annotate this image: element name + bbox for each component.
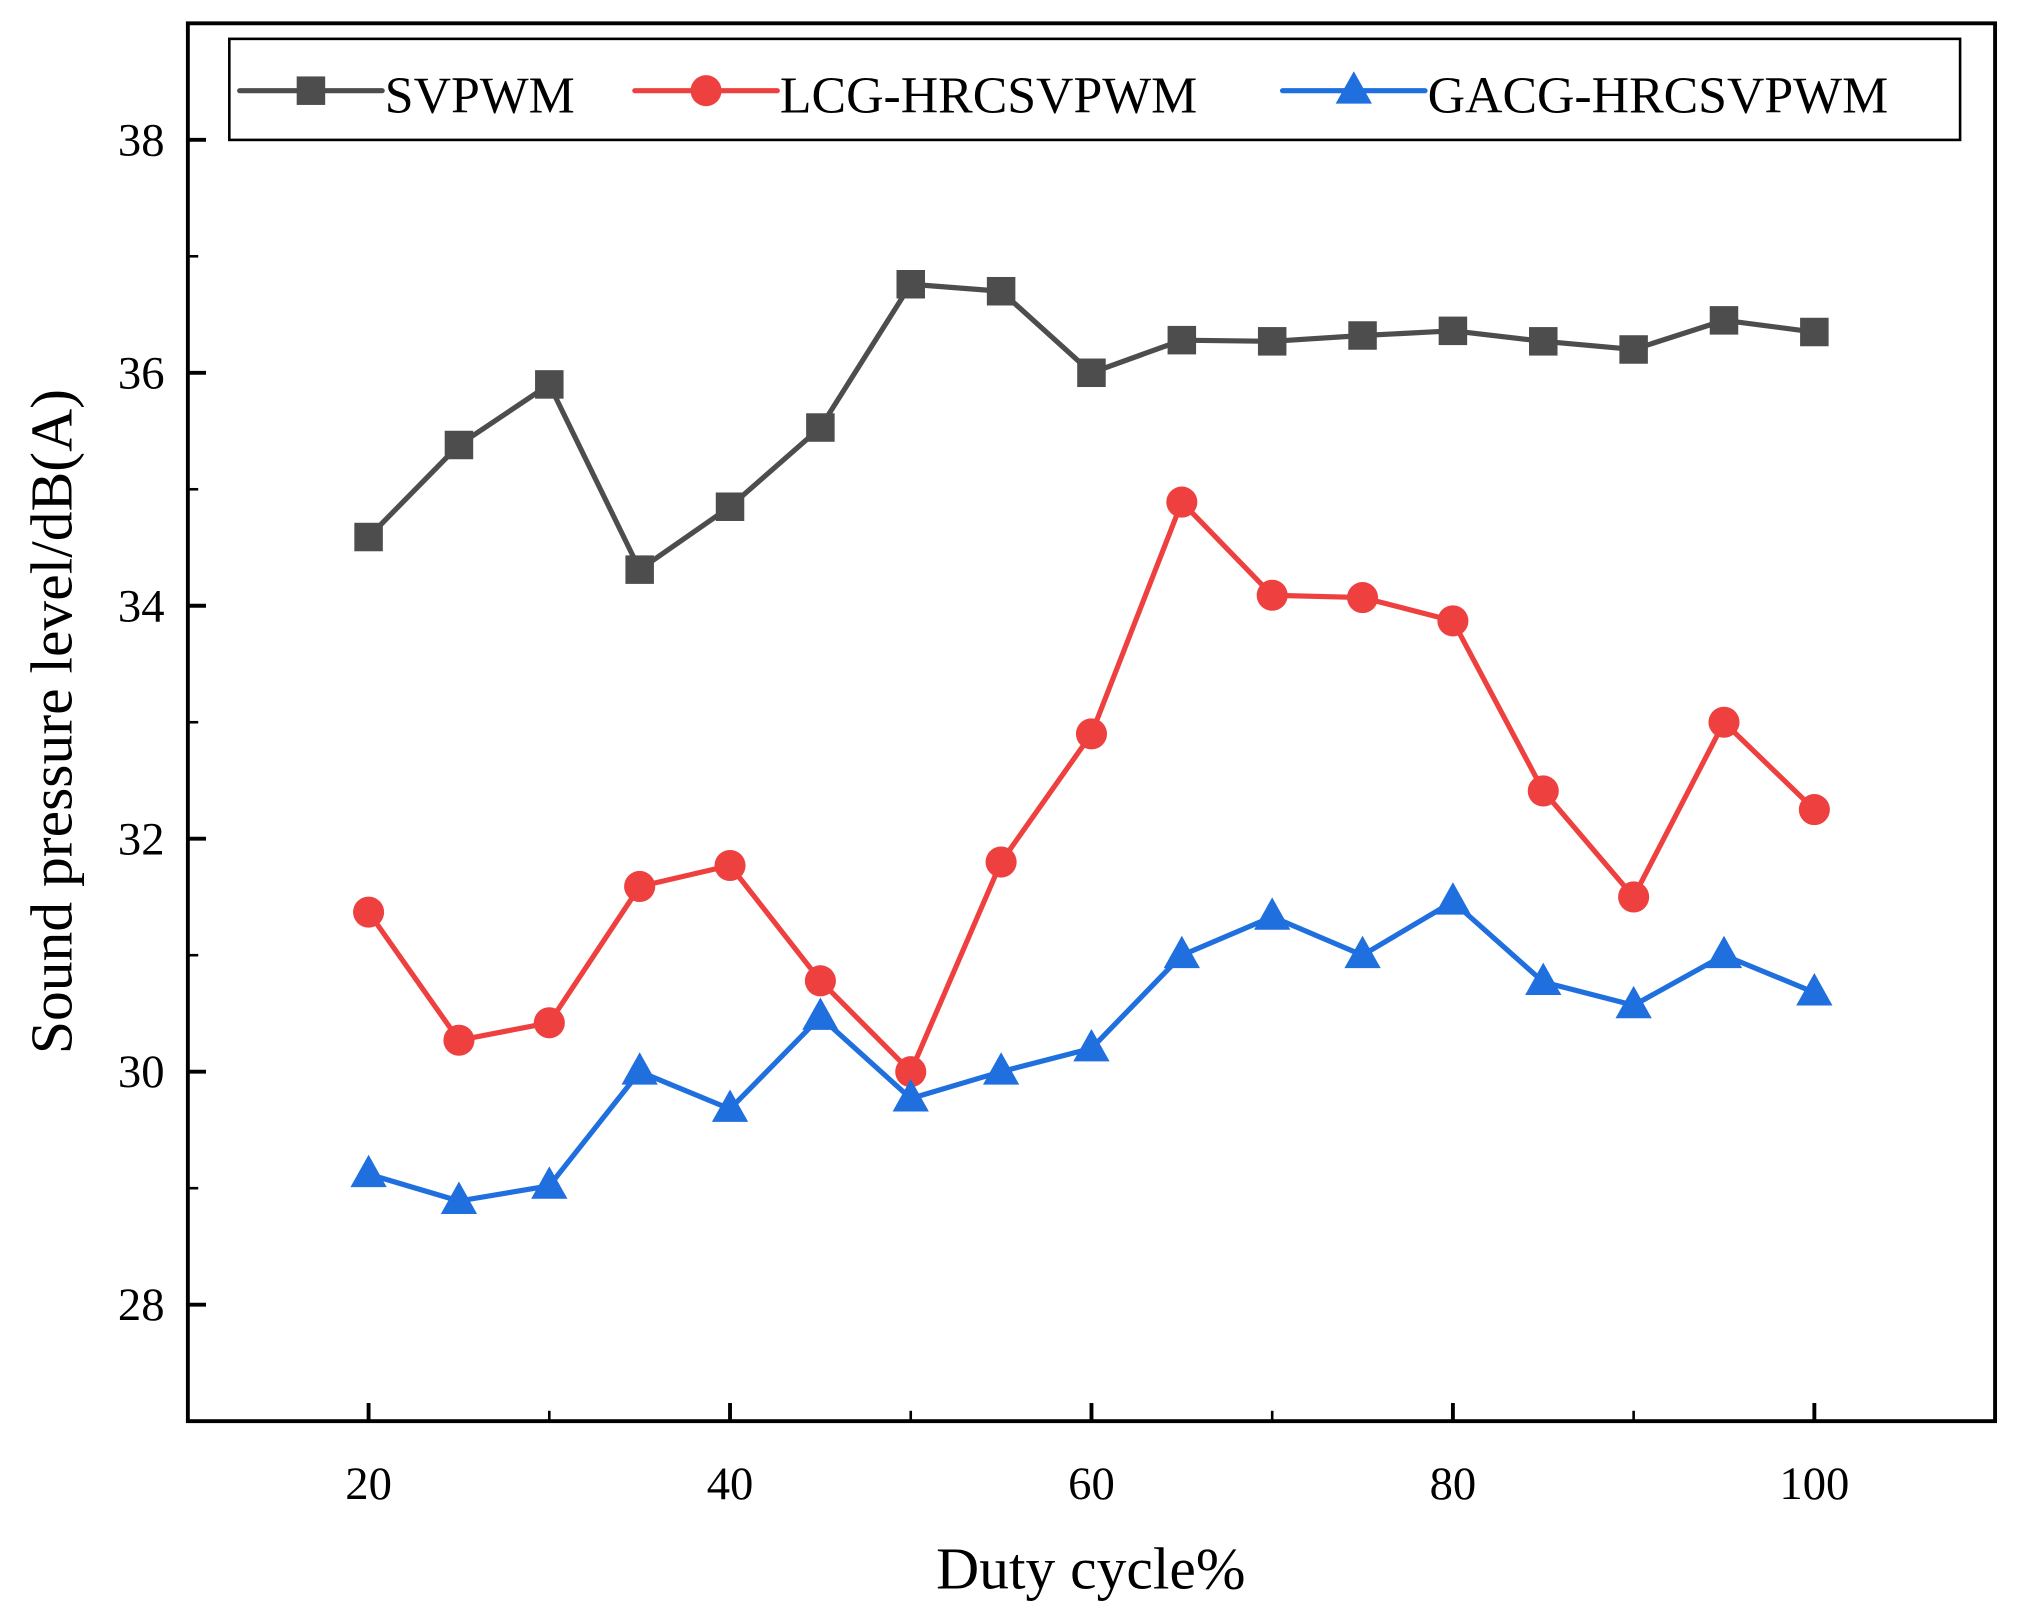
- data-point: [1708, 706, 1740, 738]
- y-tick-label: 38: [118, 114, 165, 166]
- y-tick-label: 32: [118, 813, 165, 865]
- data-point: [1073, 1028, 1110, 1062]
- legend-marker: [690, 75, 722, 107]
- y-axis-label: Sound pressure level/dB(A): [18, 389, 84, 1054]
- data-point: [444, 430, 474, 460]
- data-point: [353, 896, 385, 928]
- data-point: [625, 555, 654, 584]
- legend-label: SVPWM: [385, 68, 575, 125]
- data-point: [1434, 882, 1472, 915]
- data-point: [982, 1052, 1020, 1085]
- data-point: [1800, 317, 1829, 347]
- legend-item: LCG-HRCSVPWM: [632, 68, 1197, 125]
- x-tick-label: 40: [707, 1458, 754, 1510]
- data-point: [1348, 321, 1377, 350]
- data-point: [533, 1007, 565, 1039]
- legend-marker: [296, 76, 326, 105]
- data-point: [806, 413, 835, 442]
- data-point: [1437, 605, 1469, 637]
- data-point: [535, 370, 564, 399]
- data-point: [1525, 962, 1562, 995]
- data-point: [1167, 325, 1197, 355]
- data-point: [1344, 935, 1381, 969]
- series-svpwm: [354, 269, 1829, 584]
- y-tick-label: 28: [118, 1279, 165, 1331]
- series-gacg-hrcsvpwm: [350, 882, 1833, 1214]
- data-point: [1798, 794, 1830, 826]
- data-point: [621, 1052, 658, 1085]
- data-point: [804, 965, 836, 997]
- legend-label: GACG-HRCSVPWM: [1428, 68, 1888, 125]
- series-lcg-hrcsvpwm: [353, 486, 1830, 1088]
- data-point: [1705, 935, 1743, 969]
- x-tick-label: 80: [1430, 1458, 1477, 1510]
- legend: SVPWM LCG-HRCSVPWM GACG-HRCSVPWM: [228, 37, 1962, 142]
- y-tick-label: 30: [118, 1046, 165, 1098]
- data-point: [624, 870, 656, 903]
- legend-item: SVPWM: [237, 68, 575, 125]
- data-point: [531, 1166, 568, 1199]
- data-point: [1254, 897, 1291, 930]
- data-point: [714, 849, 746, 882]
- data-point: [1075, 718, 1108, 750]
- data-point: [895, 1056, 927, 1088]
- data-point: [892, 1079, 929, 1112]
- data-point: [1163, 935, 1200, 969]
- data-point: [985, 846, 1017, 878]
- data-point: [354, 522, 383, 552]
- x-tick-label: 20: [345, 1458, 392, 1510]
- data-point: [1615, 985, 1652, 1019]
- x-axis-label: Duty cycle%: [936, 1535, 1245, 1601]
- data-point: [986, 276, 1016, 306]
- plot-marks: [350, 269, 1833, 1214]
- data-point: [1709, 306, 1739, 335]
- data-point: [802, 997, 839, 1030]
- series-line: [366, 499, 1817, 1075]
- y-tick-label: 36: [118, 347, 165, 399]
- series-line: [366, 281, 1815, 573]
- y-tick-label: 34: [118, 580, 165, 632]
- x-tick-label: 100: [1779, 1458, 1849, 1510]
- data-point: [1618, 881, 1650, 913]
- legend-box: [228, 37, 1962, 142]
- data-point: [1077, 358, 1106, 388]
- data-point: [1166, 486, 1198, 518]
- data-point: [896, 269, 925, 299]
- data-point: [1256, 579, 1288, 611]
- data-point: [1438, 316, 1468, 346]
- axis-ticks: 20 40 60 80 100 28 30 32 34 36 38: [118, 22, 1849, 1510]
- data-point: [1257, 327, 1287, 356]
- x-tick-label: 60: [1068, 1458, 1115, 1510]
- data-point: [1527, 775, 1559, 807]
- data-point: [443, 1024, 475, 1056]
- legend-marker: [1335, 71, 1372, 104]
- legend-item: GACG-HRCSVPWM: [1279, 68, 1888, 125]
- data-point: [711, 1089, 749, 1122]
- data-point: [715, 492, 745, 521]
- data-point: [1796, 973, 1833, 1006]
- data-point: [1347, 582, 1379, 614]
- data-point: [1529, 327, 1558, 356]
- data-point: [1619, 335, 1648, 364]
- legend-label: LCG-HRCSVPWM: [780, 68, 1197, 125]
- data-point: [440, 1181, 478, 1214]
- data-point: [350, 1154, 387, 1188]
